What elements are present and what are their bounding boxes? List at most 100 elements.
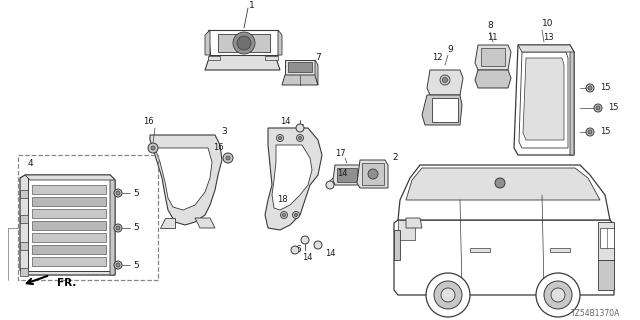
Bar bbox=[28, 178, 110, 271]
Circle shape bbox=[294, 213, 298, 217]
Polygon shape bbox=[195, 218, 215, 228]
Polygon shape bbox=[155, 148, 212, 210]
Bar bbox=[288, 62, 312, 72]
Circle shape bbox=[296, 124, 304, 132]
Polygon shape bbox=[406, 218, 422, 228]
Circle shape bbox=[282, 213, 285, 217]
Text: 14: 14 bbox=[337, 169, 348, 178]
Polygon shape bbox=[394, 220, 614, 295]
Text: 5: 5 bbox=[133, 188, 139, 197]
Polygon shape bbox=[208, 56, 220, 60]
Circle shape bbox=[114, 189, 122, 197]
Text: 13: 13 bbox=[543, 33, 554, 42]
Text: 11: 11 bbox=[487, 33, 497, 42]
Circle shape bbox=[588, 130, 592, 134]
Polygon shape bbox=[20, 175, 115, 275]
Polygon shape bbox=[422, 95, 462, 125]
Circle shape bbox=[544, 281, 572, 309]
Text: TZ54B1370A: TZ54B1370A bbox=[571, 308, 620, 317]
Polygon shape bbox=[600, 228, 614, 248]
Circle shape bbox=[114, 261, 122, 269]
Text: 14: 14 bbox=[301, 253, 312, 262]
Circle shape bbox=[596, 106, 600, 110]
Circle shape bbox=[114, 224, 122, 232]
Polygon shape bbox=[398, 220, 415, 240]
Text: 17: 17 bbox=[335, 149, 346, 158]
Bar bbox=[550, 248, 570, 252]
Text: 16: 16 bbox=[143, 117, 154, 126]
Polygon shape bbox=[20, 190, 28, 198]
Polygon shape bbox=[20, 215, 28, 223]
Circle shape bbox=[280, 212, 287, 219]
Circle shape bbox=[536, 273, 580, 317]
Circle shape bbox=[116, 226, 120, 230]
Text: 7: 7 bbox=[315, 53, 321, 62]
Text: 4: 4 bbox=[27, 158, 33, 167]
Polygon shape bbox=[265, 56, 278, 60]
Polygon shape bbox=[20, 268, 28, 276]
Text: 16: 16 bbox=[212, 143, 223, 153]
Bar bbox=[432, 98, 458, 122]
Bar bbox=[32, 185, 106, 194]
Circle shape bbox=[314, 241, 322, 249]
Circle shape bbox=[440, 75, 450, 85]
Polygon shape bbox=[208, 30, 278, 55]
Polygon shape bbox=[406, 168, 600, 200]
Circle shape bbox=[226, 156, 230, 160]
Polygon shape bbox=[285, 60, 315, 75]
Polygon shape bbox=[282, 75, 318, 85]
Polygon shape bbox=[570, 45, 574, 155]
Polygon shape bbox=[427, 70, 463, 95]
Bar bbox=[32, 197, 106, 206]
Circle shape bbox=[301, 236, 309, 244]
Circle shape bbox=[237, 36, 251, 50]
Circle shape bbox=[116, 191, 120, 195]
Circle shape bbox=[151, 146, 155, 150]
Bar bbox=[32, 221, 106, 230]
Text: 5: 5 bbox=[133, 260, 139, 269]
Circle shape bbox=[551, 288, 565, 302]
Polygon shape bbox=[523, 58, 564, 140]
Polygon shape bbox=[315, 60, 318, 85]
Text: FR.: FR. bbox=[57, 278, 76, 288]
Circle shape bbox=[326, 181, 334, 189]
Circle shape bbox=[368, 169, 378, 179]
Text: 1: 1 bbox=[249, 2, 255, 11]
Circle shape bbox=[148, 143, 158, 153]
Bar bbox=[337, 168, 357, 182]
Circle shape bbox=[434, 281, 462, 309]
Text: 3: 3 bbox=[221, 127, 227, 137]
Bar bbox=[481, 48, 505, 66]
Text: 15: 15 bbox=[600, 84, 611, 92]
Text: 8: 8 bbox=[487, 21, 493, 30]
Polygon shape bbox=[160, 218, 175, 228]
Polygon shape bbox=[518, 45, 574, 52]
Polygon shape bbox=[598, 260, 614, 290]
Circle shape bbox=[441, 288, 455, 302]
Polygon shape bbox=[598, 222, 614, 260]
Circle shape bbox=[495, 178, 505, 188]
Text: 12: 12 bbox=[432, 52, 442, 61]
Text: 5: 5 bbox=[133, 223, 139, 233]
Circle shape bbox=[426, 273, 470, 317]
Circle shape bbox=[594, 104, 602, 112]
Polygon shape bbox=[270, 130, 305, 150]
Polygon shape bbox=[357, 160, 388, 188]
Polygon shape bbox=[270, 148, 315, 165]
Text: 6: 6 bbox=[295, 245, 301, 254]
Circle shape bbox=[276, 134, 284, 141]
Circle shape bbox=[586, 84, 594, 92]
Polygon shape bbox=[110, 175, 115, 275]
Circle shape bbox=[291, 246, 299, 254]
Bar bbox=[32, 245, 106, 254]
Polygon shape bbox=[205, 55, 280, 70]
Circle shape bbox=[292, 212, 300, 219]
Polygon shape bbox=[25, 175, 115, 180]
Polygon shape bbox=[205, 30, 210, 55]
Text: 10: 10 bbox=[542, 20, 554, 28]
Text: 15: 15 bbox=[600, 127, 611, 137]
Text: 14: 14 bbox=[324, 249, 335, 258]
Text: 9: 9 bbox=[447, 44, 453, 53]
Circle shape bbox=[298, 137, 301, 140]
Circle shape bbox=[233, 32, 255, 54]
